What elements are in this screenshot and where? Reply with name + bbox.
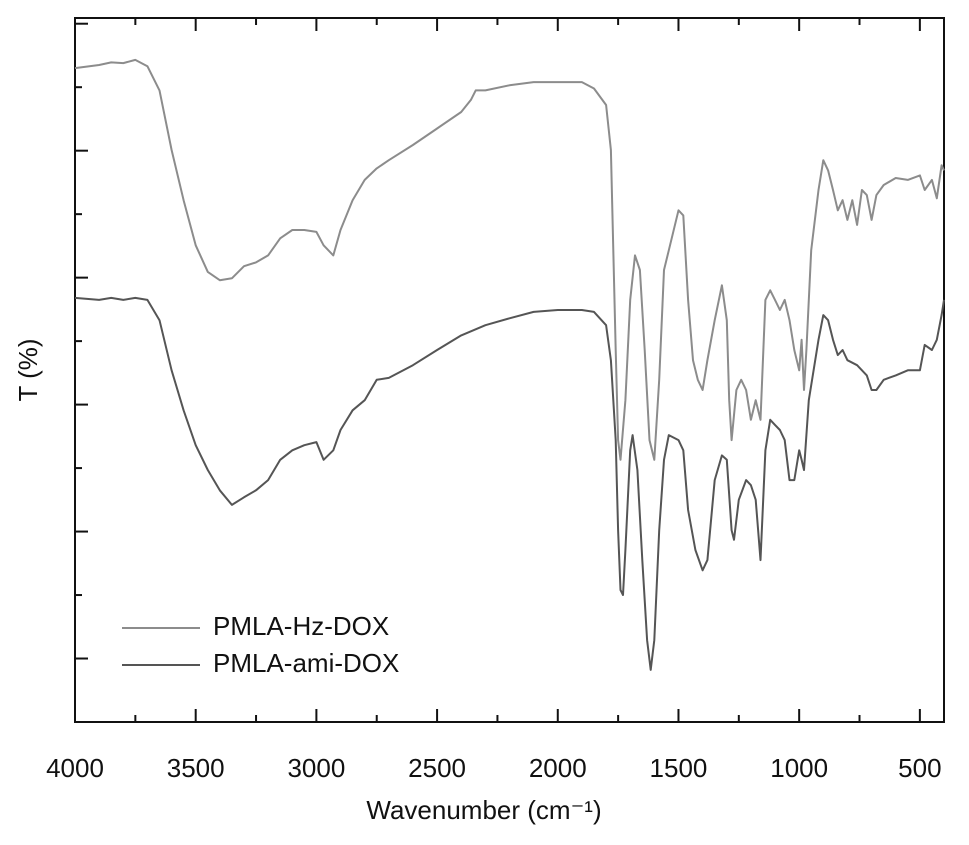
x-tick-label: 2500 [408,753,466,783]
spectrum-line [74,296,945,671]
x-tick-label: 1500 [650,753,708,783]
x-tick-label: 4000 [46,753,104,783]
x-tick-label: 1000 [770,753,828,783]
x-tick-label: 500 [898,753,941,783]
x-tick-label: 3500 [167,753,225,783]
x-axis-label: Wavenumber (cm⁻¹) [366,795,601,825]
x-tick-label: 2000 [529,753,587,783]
y-axis-label: T (%) [13,338,43,401]
legend-label: PMLA-ami-DOX [213,648,399,678]
spectrum-line [74,58,945,461]
legend-label: PMLA-Hz-DOX [213,611,389,641]
x-tick-label: 3000 [287,753,345,783]
plot-frame [74,17,945,723]
